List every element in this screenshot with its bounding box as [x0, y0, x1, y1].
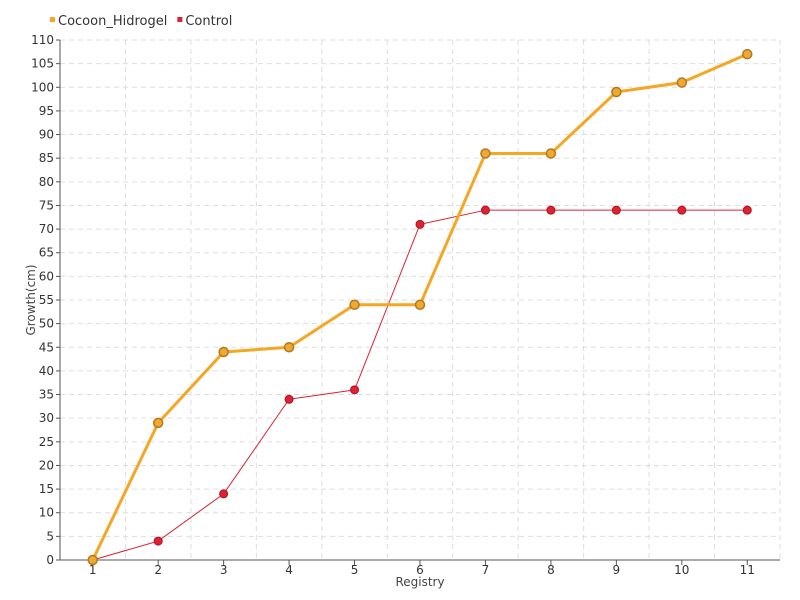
x-tick-label: 5 — [351, 563, 359, 577]
y-tick-label: 40 — [39, 364, 54, 378]
legend: Cocoon_Hidrogel Control — [50, 14, 232, 29]
data-point[interactable] — [480, 148, 491, 159]
data-point[interactable] — [611, 86, 622, 98]
y-tick-label: 80 — [39, 175, 54, 189]
y-tick-label: 50 — [39, 317, 54, 331]
y-tick-label: 0 — [46, 553, 54, 567]
axes: 0510152025303540455055606570758085909510… — [31, 33, 780, 577]
legend-swatch — [50, 17, 55, 22]
y-tick-label: 45 — [39, 340, 54, 354]
data-point[interactable] — [676, 77, 688, 88]
data-point[interactable] — [742, 205, 752, 215]
y-tick-label: 105 — [31, 57, 54, 71]
data-point[interactable] — [677, 205, 687, 215]
y-tick-label: 5 — [46, 529, 54, 543]
data-point[interactable] — [283, 342, 295, 353]
legend-label: Control — [185, 14, 232, 29]
y-tick-label: 10 — [39, 506, 54, 520]
series — [87, 48, 753, 566]
data-point[interactable] — [545, 148, 557, 159]
data-point[interactable] — [349, 299, 360, 310]
data-point[interactable] — [415, 219, 425, 229]
data-point[interactable] — [153, 536, 163, 546]
data-point[interactable] — [546, 205, 556, 215]
data-point[interactable] — [742, 48, 753, 60]
y-tick-label: 60 — [39, 269, 54, 283]
x-tick-label: 6 — [416, 563, 424, 577]
y-tick-label: 55 — [39, 293, 54, 307]
y-tick-label: 110 — [31, 33, 54, 47]
y-tick-label: 15 — [39, 482, 54, 496]
y-tick-label: 95 — [39, 104, 54, 118]
x-tick-label: 8 — [547, 563, 555, 577]
x-tick-label: 9 — [613, 563, 621, 577]
data-point[interactable] — [414, 299, 426, 310]
data-point[interactable] — [480, 205, 490, 215]
x-tick-label: 4 — [285, 563, 293, 577]
data-point[interactable] — [611, 205, 621, 215]
data-point[interactable] — [219, 489, 229, 499]
y-tick-label: 85 — [39, 151, 54, 165]
data-point[interactable] — [152, 417, 164, 429]
x-tick-label: 1 — [89, 563, 97, 577]
y-axis-title: Growth(cm) — [24, 264, 38, 335]
data-point[interactable] — [87, 554, 98, 566]
legend-item[interactable]: Control — [177, 14, 232, 29]
series-cocoon-hidrogel — [87, 48, 753, 566]
data-point[interactable] — [218, 346, 229, 358]
x-axis-title: Registry — [395, 575, 444, 589]
y-tick-label: 100 — [31, 80, 54, 94]
legend-item[interactable]: Cocoon_Hidrogel — [50, 14, 167, 29]
x-tick-label: 10 — [674, 563, 689, 577]
legend-swatch — [177, 17, 183, 22]
y-tick-label: 75 — [39, 198, 54, 212]
grid — [60, 39, 781, 560]
data-point[interactable] — [284, 394, 294, 404]
y-tick-label: 25 — [39, 435, 54, 449]
y-tick-label: 30 — [39, 411, 54, 425]
x-tick-label: 7 — [482, 563, 490, 577]
y-tick-label: 20 — [39, 458, 54, 472]
y-tick-label: 90 — [39, 128, 54, 142]
x-tick-label: 3 — [220, 563, 228, 577]
x-tick-label: 2 — [154, 563, 162, 577]
y-tick-label: 70 — [39, 222, 54, 236]
legend-label: Cocoon_Hidrogel — [58, 14, 167, 29]
y-tick-label: 65 — [39, 246, 54, 260]
x-tick-label: 11 — [740, 563, 755, 577]
series-control — [88, 205, 752, 565]
data-point[interactable] — [350, 385, 360, 395]
y-tick-label: 35 — [39, 388, 54, 402]
